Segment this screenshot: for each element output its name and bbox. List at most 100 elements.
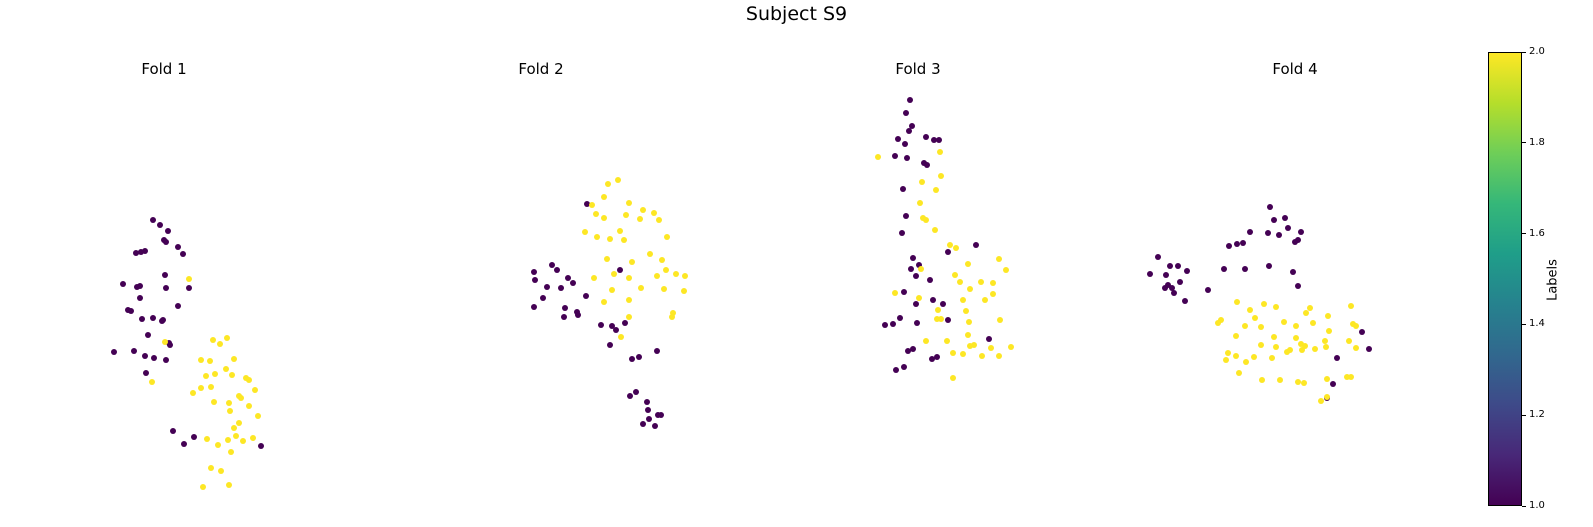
point-label-1 [598, 322, 604, 328]
point-label-2 [186, 276, 192, 282]
point-label-2 [919, 179, 925, 185]
point-label-1 [531, 269, 537, 275]
point-label-1 [143, 370, 149, 376]
point-label-1 [1175, 263, 1181, 269]
point-label-1 [544, 284, 550, 290]
point-label-1 [532, 277, 538, 283]
point-label-2 [601, 194, 607, 200]
point-label-2 [1287, 347, 1293, 353]
point-label-2 [617, 228, 623, 234]
point-label-2 [967, 286, 973, 292]
point-label-1 [1330, 381, 1336, 387]
point-label-2 [224, 335, 230, 341]
point-label-1 [165, 228, 171, 234]
point-label-2 [626, 275, 632, 281]
point-label-2 [609, 287, 615, 293]
point-label-1 [1147, 271, 1153, 277]
point-label-1 [554, 267, 560, 273]
point-label-2 [1277, 377, 1283, 383]
point-label-2 [233, 433, 239, 439]
point-label-1 [895, 136, 901, 142]
point-label-2 [682, 273, 688, 279]
point-label-1 [645, 407, 651, 413]
fold-3-title: Fold 3 [895, 60, 941, 78]
point-label-2 [661, 286, 667, 292]
point-label-1 [913, 273, 919, 279]
point-label-2 [656, 217, 662, 223]
point-label-1 [658, 412, 664, 418]
point-label-2 [1008, 344, 1014, 350]
point-label-1 [1290, 269, 1296, 275]
point-label-2 [875, 154, 881, 160]
point-label-2 [604, 256, 610, 262]
point-label-2 [1233, 333, 1239, 339]
point-label-1 [142, 353, 148, 359]
point-label-1 [191, 434, 197, 440]
point-label-1 [945, 249, 951, 255]
point-label-2 [944, 338, 950, 344]
point-label-2 [917, 200, 923, 206]
point-label-1 [931, 137, 937, 143]
point-label-1 [905, 348, 911, 354]
point-label-2 [1242, 323, 1248, 329]
point-label-1 [934, 354, 940, 360]
point-label-2 [1322, 338, 1328, 344]
point-label-1 [138, 249, 144, 255]
point-label-2 [988, 345, 994, 351]
colorbar-tick [1522, 323, 1526, 325]
point-label-2 [1234, 299, 1240, 305]
point-label-1 [1182, 298, 1188, 304]
point-label-1 [640, 421, 646, 427]
point-label-2 [626, 314, 632, 320]
point-label-2 [1353, 323, 1359, 329]
point-label-2 [960, 297, 966, 303]
point-label-1 [1276, 232, 1282, 238]
point-label-1 [1155, 254, 1161, 260]
figure-title: Subject S9 [745, 3, 848, 25]
point-label-2 [618, 334, 624, 340]
point-label-2 [1348, 303, 1354, 309]
colorbar-tick-label: 1.6 [1529, 227, 1545, 239]
point-label-1 [654, 348, 660, 354]
point-label-2 [212, 371, 218, 377]
point-label-1 [167, 342, 173, 348]
point-label-2 [659, 257, 665, 263]
point-label-2 [960, 351, 966, 357]
point-label-2 [933, 187, 939, 193]
point-label-2 [229, 372, 235, 378]
point-label-1 [986, 336, 992, 342]
point-label-2 [1307, 305, 1313, 311]
point-label-2 [637, 216, 643, 222]
point-label-2 [228, 449, 234, 455]
point-label-2 [963, 308, 969, 314]
point-label-1 [1265, 230, 1271, 236]
point-label-2 [1301, 380, 1307, 386]
point-label-1 [1234, 241, 1240, 247]
point-label-1 [913, 301, 919, 307]
point-label-1 [1266, 263, 1272, 269]
fold-2-scatter [531, 177, 688, 429]
point-label-2 [965, 332, 971, 338]
point-label-2 [1325, 313, 1331, 319]
point-label-1 [652, 423, 658, 429]
point-label-1 [540, 295, 546, 301]
point-label-2 [967, 343, 973, 349]
point-label-1 [186, 285, 192, 291]
point-label-2 [947, 242, 953, 248]
point-label-2 [673, 271, 679, 277]
colorbar [1488, 52, 1522, 506]
point-label-2 [965, 261, 971, 267]
point-label-1 [906, 128, 912, 134]
point-label-1 [583, 293, 589, 299]
point-label-2 [1243, 359, 1249, 365]
point-label-2 [1299, 347, 1305, 353]
point-label-1 [111, 349, 117, 355]
fold-2-title: Fold 2 [518, 60, 564, 78]
point-label-2 [215, 442, 221, 448]
point-label-1 [1282, 215, 1288, 221]
point-label-2 [231, 425, 237, 431]
point-label-1 [163, 357, 169, 363]
fold-4-title: Fold 4 [1272, 60, 1318, 78]
point-label-2 [611, 271, 617, 277]
point-label-2 [923, 338, 929, 344]
